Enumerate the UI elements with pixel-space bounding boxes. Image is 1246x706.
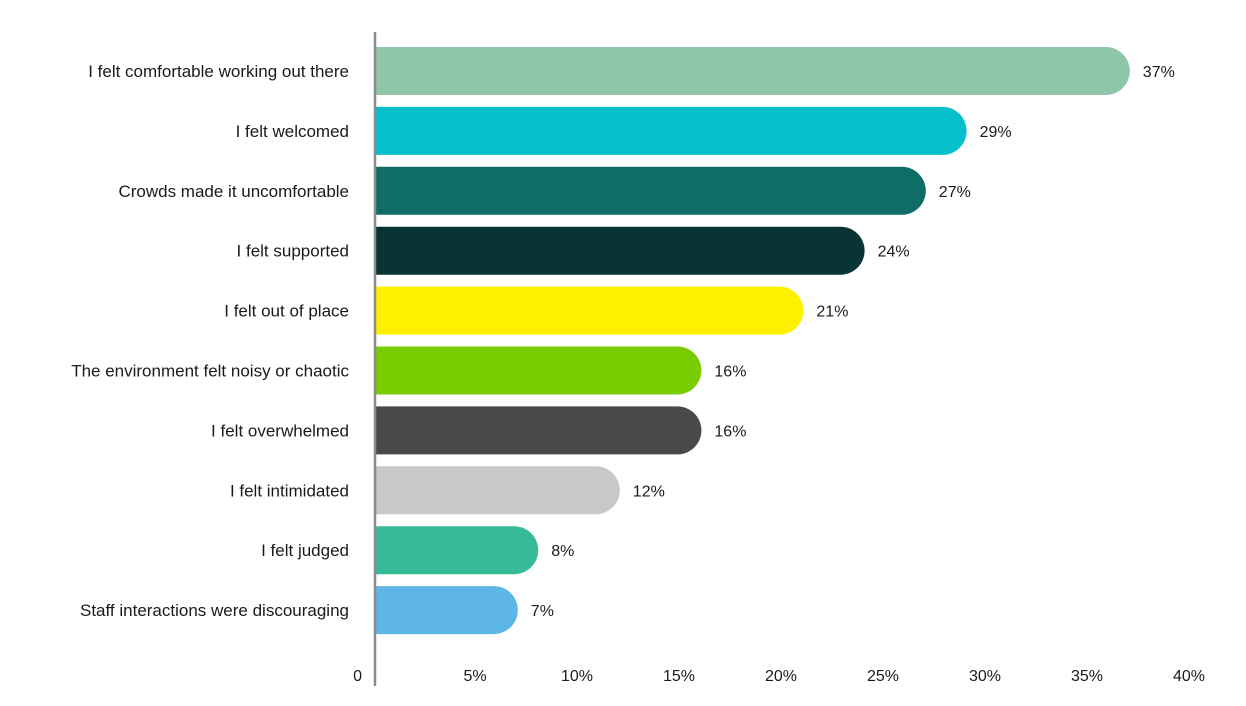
data-label: 7% <box>531 603 554 620</box>
x-tick-label: 10% <box>561 668 593 685</box>
data-label: 8% <box>551 543 574 560</box>
category-label: I felt overwhelmed <box>211 421 349 440</box>
x-tick-label: 0 <box>353 668 362 685</box>
bar <box>375 586 518 635</box>
bar <box>375 406 702 455</box>
category-label: I felt supported <box>237 242 349 261</box>
data-label: 21% <box>816 304 848 321</box>
data-label: 16% <box>714 423 746 440</box>
x-tick-label: 20% <box>765 668 797 685</box>
bar <box>375 47 1130 95</box>
category-label: I felt out of place <box>224 302 349 321</box>
data-label: 27% <box>939 184 971 201</box>
bar <box>375 346 702 395</box>
bar <box>375 106 967 155</box>
bar <box>375 286 804 335</box>
data-label: 12% <box>633 483 665 500</box>
x-tick-label: 25% <box>867 668 899 685</box>
x-tick-label: 40% <box>1173 668 1205 685</box>
data-label: 37% <box>1143 64 1175 81</box>
x-tick-label: 5% <box>463 668 486 685</box>
x-tick-label: 15% <box>663 668 695 685</box>
data-label: 16% <box>714 364 746 381</box>
bar <box>375 226 865 275</box>
bar <box>375 166 926 215</box>
bar <box>375 466 620 515</box>
bar <box>375 526 539 575</box>
data-label: 29% <box>980 124 1012 141</box>
category-label: I felt comfortable working out there <box>88 62 349 81</box>
data-label: 24% <box>878 244 910 261</box>
x-tick-label: 35% <box>1071 668 1103 685</box>
category-label: I felt intimidated <box>230 481 349 500</box>
category-label: Staff interactions were discouraging <box>80 601 349 620</box>
category-label: The environment felt noisy or chaotic <box>71 362 349 381</box>
category-label: I felt welcomed <box>236 122 349 141</box>
category-label: Crowds made it uncomfortable <box>118 182 349 201</box>
x-tick-label: 30% <box>969 668 1001 685</box>
category-label: I felt judged <box>261 541 349 560</box>
